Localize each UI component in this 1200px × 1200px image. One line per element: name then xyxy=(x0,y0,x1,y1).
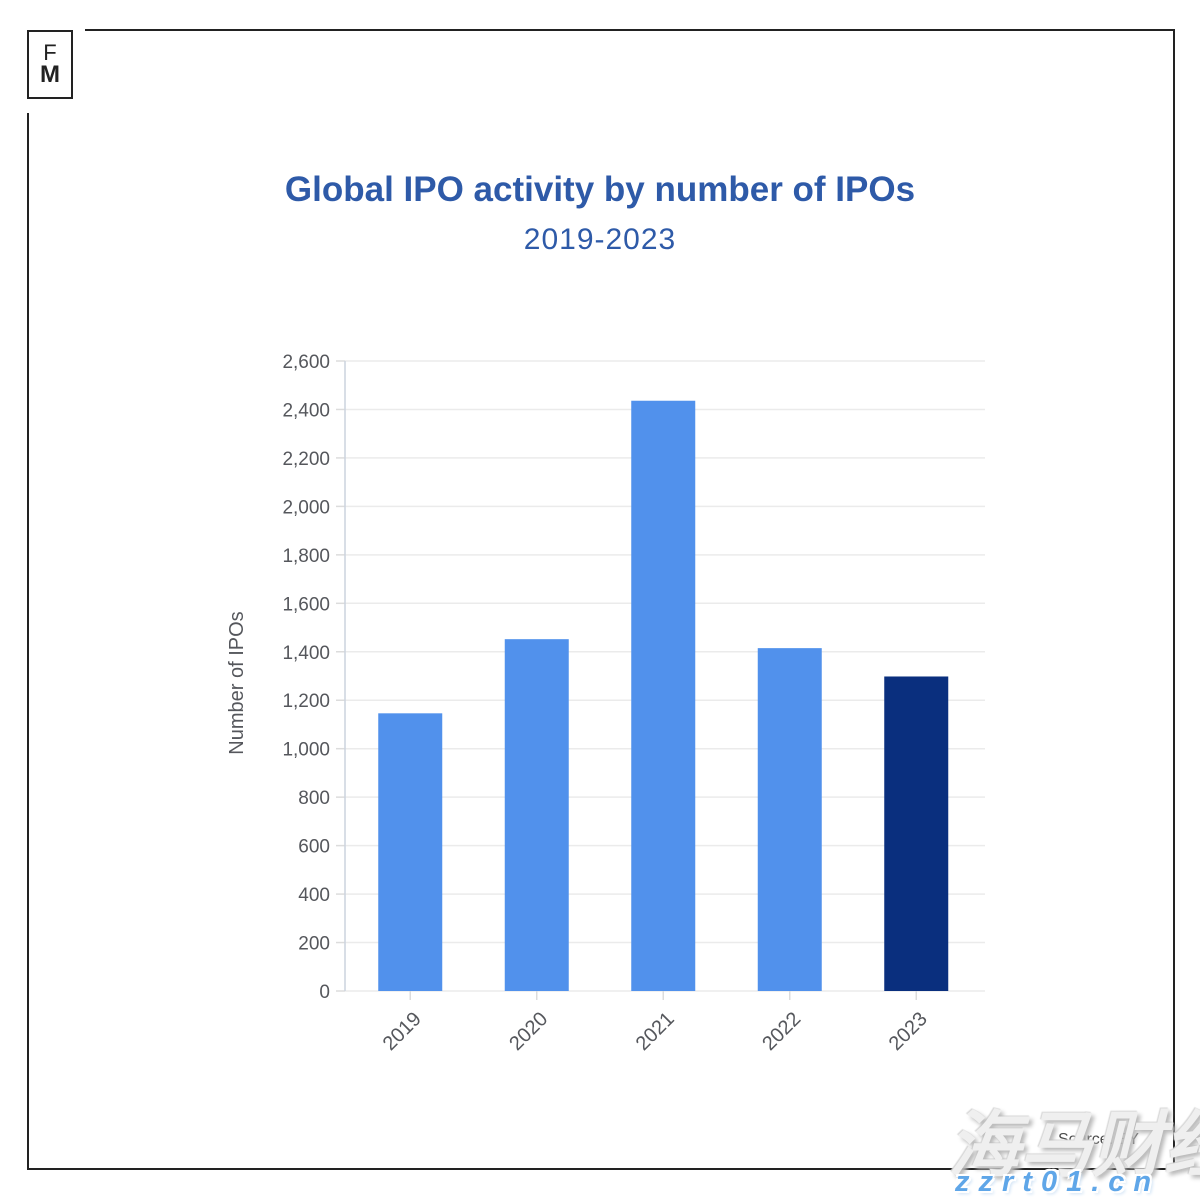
bar-2021[interactable] xyxy=(631,400,696,991)
watermark-cjk-text: 海马财经 xyxy=(948,1106,1200,1186)
y-tick-label: 800 xyxy=(298,788,330,809)
y-tick-label: 1,400 xyxy=(282,643,330,664)
watermark-url-text: zzrt01.cn xyxy=(955,1166,1161,1198)
source-note: Source: EY xyxy=(1058,1131,1139,1148)
bar-2020[interactable] xyxy=(504,639,569,991)
y-axis-title: Number of IPOs xyxy=(226,611,248,754)
page-subtitle: 2019-2023 xyxy=(523,223,677,256)
bar-2019[interactable] xyxy=(378,713,443,991)
y-tick-label: 2,200 xyxy=(282,449,330,470)
y-tick-label: 2,400 xyxy=(282,400,330,421)
bar-2023[interactable] xyxy=(884,676,949,991)
y-tick-label: 200 xyxy=(298,934,330,955)
y-tick-label: 0 xyxy=(319,982,330,1003)
frame-top-line xyxy=(85,29,1175,31)
x-tick-label: 2022 xyxy=(758,1008,805,1055)
y-tick-label: 1,800 xyxy=(282,546,330,567)
y-tick-label: 400 xyxy=(298,885,330,906)
x-tick-label: 2023 xyxy=(885,1008,932,1055)
y-tick-label: 1,200 xyxy=(282,691,330,712)
y-tick-label: 1,000 xyxy=(282,740,330,761)
bar-2022[interactable] xyxy=(757,648,822,991)
frame-right-line xyxy=(1173,29,1175,1170)
fm-logo-letter-m: M xyxy=(40,61,60,88)
frame-left-line xyxy=(27,113,29,1170)
page-title: Global IPO activity by number of IPOs xyxy=(284,170,916,209)
fm-logo-letter-f: F xyxy=(43,40,57,65)
y-tick-label: 2,000 xyxy=(282,497,330,518)
x-tick-label: 2019 xyxy=(379,1008,426,1055)
y-tick-label: 600 xyxy=(298,837,330,858)
y-tick-label: 1,600 xyxy=(282,594,330,615)
x-tick-label: 2021 xyxy=(632,1008,679,1055)
frame-bottom-line xyxy=(27,1168,1175,1170)
y-tick-label: 2,600 xyxy=(282,352,330,373)
fm-logo: F M xyxy=(27,30,73,99)
x-tick-label: 2020 xyxy=(505,1008,552,1055)
